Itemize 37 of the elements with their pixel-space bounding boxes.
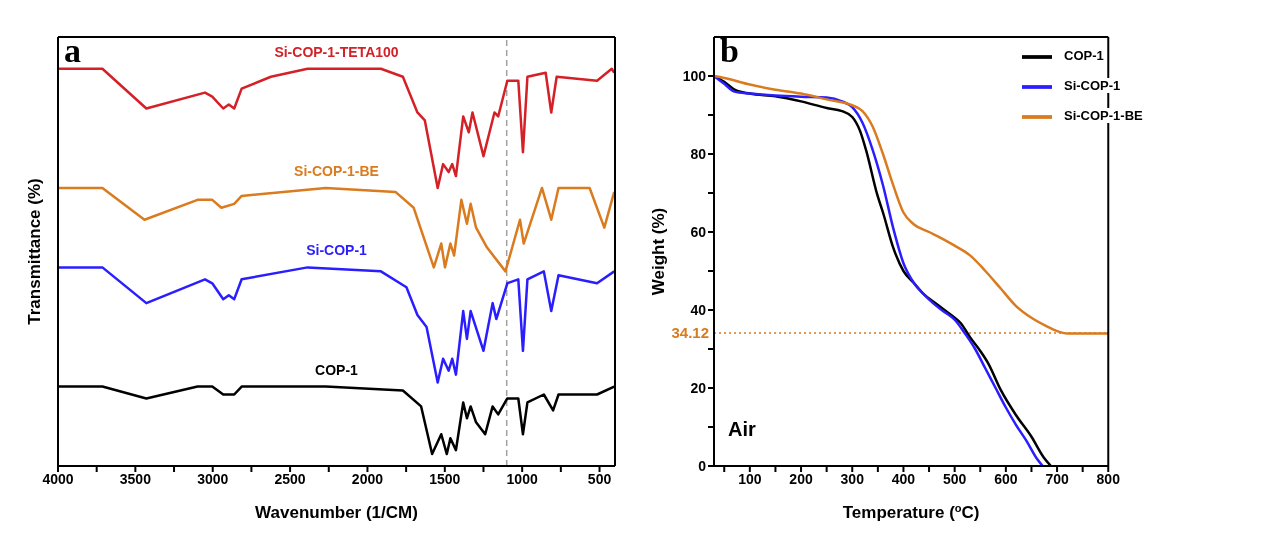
- ref-line-label: 34.12: [671, 324, 709, 342]
- y-tick-label: 100: [682, 67, 707, 84]
- y-axis-title: Weight (%): [649, 207, 668, 296]
- legend-label: Si-COP-1-BE: [1064, 108, 1143, 124]
- y-tick-label: 40: [690, 301, 707, 318]
- legend-label: Si-COP-1: [1064, 78, 1121, 94]
- series-label: COP-1: [315, 361, 359, 378]
- x-tick-label: 400: [891, 470, 916, 487]
- y-axis-title: Transmittance (%): [25, 178, 44, 325]
- x-tick-label: 1500: [429, 470, 461, 487]
- x-tick-label: 600: [994, 470, 1018, 487]
- x-tick-label: 1000: [506, 470, 538, 487]
- x-tick-label: 500: [942, 470, 967, 487]
- annotation: Air: [728, 418, 756, 441]
- x-tick-label: 100: [738, 470, 762, 487]
- annotation: b: [720, 32, 739, 70]
- series-label: Si-COP-1-TETA100: [274, 43, 399, 60]
- x-tick-label: 700: [1045, 470, 1069, 487]
- x-tick-label: 3500: [119, 470, 152, 487]
- x-tick-label: 200: [789, 470, 813, 487]
- x-axis-title: Temperature ($^{o}$C): [842, 502, 980, 522]
- y-tick-label: 80: [690, 145, 707, 162]
- y-tick-label: 60: [690, 223, 707, 240]
- series-label: Si-COP-1-BE: [294, 162, 379, 179]
- x-tick-label: 2500: [274, 470, 306, 487]
- legend-label: COP-1: [1064, 48, 1104, 64]
- x-tick-label: 500: [587, 470, 612, 487]
- x-tick-label: 3000: [197, 470, 229, 487]
- y-tick-label: 20: [690, 379, 707, 396]
- annotation: a: [64, 32, 81, 70]
- x-axis-title: Wavenumber (1/CM): [255, 503, 418, 522]
- x-tick-label: 300: [840, 470, 865, 487]
- x-tick-label: 4000: [42, 470, 74, 487]
- y-tick-label: 0: [698, 457, 707, 474]
- x-tick-label: 800: [1096, 470, 1121, 487]
- x-tick-label: 2000: [351, 470, 384, 487]
- series-label: Si-COP-1: [306, 242, 368, 259]
